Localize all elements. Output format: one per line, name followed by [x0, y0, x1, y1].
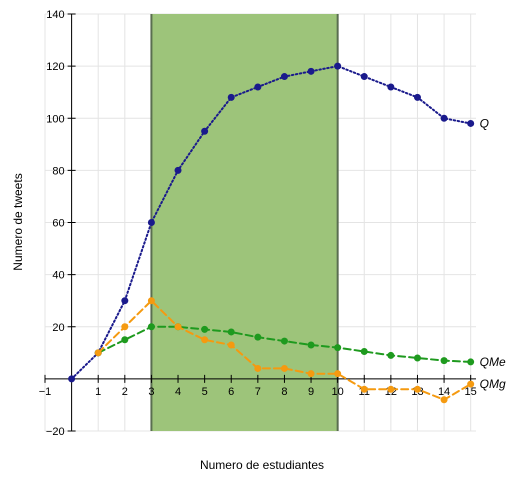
- data-point-q: [387, 83, 395, 91]
- data-point-q: [227, 93, 235, 101]
- data-point-q: [174, 166, 182, 174]
- data-point-qmg: [334, 370, 342, 378]
- y-tick-label: 80: [52, 165, 64, 177]
- x-tick-label: 3: [148, 386, 154, 398]
- data-point-qme: [387, 351, 395, 359]
- data-point-qmg: [280, 364, 288, 372]
- series-line-q: [70, 65, 472, 380]
- data-point-qme: [254, 333, 262, 341]
- y-tick-label: 40: [52, 270, 64, 282]
- data-point-qme: [280, 337, 288, 345]
- y-tick-label: 60: [52, 218, 64, 230]
- x-tick-label: 5: [202, 386, 208, 398]
- data-point-qmg: [121, 323, 129, 331]
- data-point-q: [360, 73, 368, 81]
- data-point-qmg: [201, 336, 209, 344]
- data-point-qmg: [227, 341, 235, 349]
- y-tick-label: 100: [46, 113, 64, 125]
- data-point-q: [280, 73, 288, 81]
- series-label-qmg: QMg: [480, 377, 506, 391]
- data-point-qmg: [94, 349, 102, 357]
- x-axis-title: Numero de estudiantes: [200, 458, 324, 472]
- x-tick-label: 1: [95, 386, 101, 398]
- data-point-qme: [307, 341, 315, 349]
- data-point-qmg: [360, 385, 368, 393]
- series-label-q: Q: [480, 116, 489, 130]
- data-point-qmg: [467, 380, 475, 388]
- data-point-qme: [227, 328, 235, 336]
- data-point-qme: [334, 344, 342, 352]
- data-point-q: [121, 297, 129, 305]
- data-point-qmg: [387, 385, 395, 393]
- x-tick-label: 15: [465, 386, 477, 398]
- series-label-qme: QMe: [480, 355, 506, 369]
- data-point-qmg: [413, 385, 421, 393]
- x-tick-label: 10: [332, 386, 344, 398]
- x-tick-label: 2: [122, 386, 128, 398]
- data-point-qme: [413, 354, 421, 362]
- data-point-q: [201, 127, 209, 135]
- data-point-qmg: [307, 370, 315, 378]
- x-tick-label: 14: [438, 386, 450, 398]
- data-point-qme: [147, 323, 155, 331]
- y-tick-label: −20: [46, 426, 65, 438]
- data-point-qmg: [254, 364, 262, 372]
- x-tick-label: 4: [175, 386, 181, 398]
- y-tick-label: 140: [46, 9, 64, 21]
- data-point-qme: [440, 357, 448, 365]
- x-tick-label: −1: [39, 386, 52, 398]
- data-point-q: [307, 67, 315, 75]
- x-tick-label: 8: [281, 386, 287, 398]
- data-point-qme: [467, 358, 475, 366]
- data-point-q: [147, 219, 155, 226]
- x-tick-label: 6: [228, 386, 234, 398]
- x-tick-label: 7: [255, 386, 261, 398]
- series-group: [68, 62, 475, 404]
- highlight-region: [150, 14, 339, 431]
- data-point-qme: [121, 336, 129, 344]
- data-point-qmg: [147, 297, 155, 305]
- data-point-qmg: [174, 323, 182, 331]
- data-point-q: [467, 119, 475, 127]
- data-point-q: [68, 375, 76, 383]
- y-tick-label: 120: [46, 61, 64, 73]
- labels-group: Q QMe QMg: [480, 116, 506, 391]
- data-point-qme: [201, 325, 209, 333]
- data-point-q: [254, 83, 262, 91]
- data-point-q: [413, 93, 421, 101]
- data-point-q: [440, 114, 448, 122]
- y-tick-label: 20: [52, 322, 64, 334]
- y-axis-title: Numero de tweets: [11, 173, 25, 270]
- data-point-qme: [360, 348, 368, 356]
- highlight-rect: [151, 14, 338, 431]
- data-point-q: [334, 62, 342, 70]
- x-tick-label: 9: [308, 386, 314, 398]
- data-point-qmg: [440, 396, 448, 404]
